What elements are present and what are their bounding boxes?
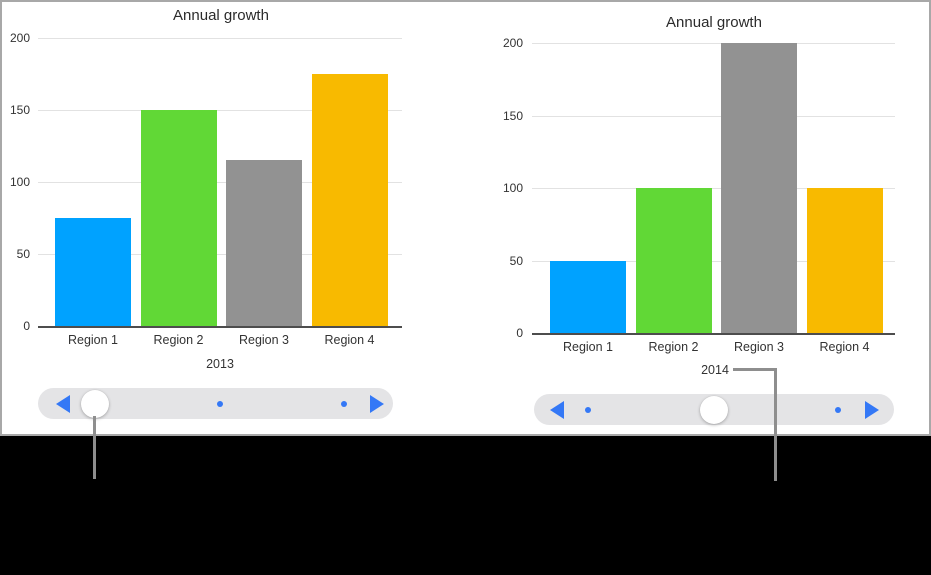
category-label: Region 1: [562, 340, 614, 354]
bar-region-2[interactable]: [140, 110, 217, 326]
bar-chart-2013: Annual growth 2013 0 50 100 150 200 Region 1 R…: [9, 7, 402, 371]
category-label: Region 1: [67, 333, 119, 347]
y-axis-tick-label: 0: [516, 326, 523, 340]
y-axis-tick-label: 200: [9, 31, 30, 45]
category-label: Region 3: [238, 333, 290, 347]
x-axis-line: [38, 326, 402, 328]
gridline: [38, 254, 402, 255]
position-dot[interactable]: [217, 400, 223, 407]
position-dot[interactable]: [835, 406, 841, 413]
previous-arrow-icon[interactable]: [550, 400, 564, 419]
y-axis-tick-label: 100: [9, 175, 30, 189]
next-arrow-icon[interactable]: [370, 394, 384, 413]
gridline: [38, 182, 402, 183]
scrubber-handle[interactable]: [700, 395, 728, 424]
position-dot[interactable]: [341, 400, 347, 407]
category-label: Region 4: [819, 340, 870, 354]
category-label: Region 4: [324, 333, 375, 347]
y-axis-tick-label: 0: [23, 319, 30, 333]
callout-line: [774, 368, 777, 481]
category-label: Region 2: [153, 333, 204, 347]
scrubber-handle[interactable]: [81, 389, 109, 418]
gridline: [532, 43, 895, 44]
category-label: Region 2: [648, 340, 699, 354]
bar-region-3[interactable]: [226, 160, 302, 326]
chart-title: Annual growth: [666, 14, 762, 31]
category-label: Region 3: [733, 340, 785, 354]
bar-region-2[interactable]: [635, 188, 712, 333]
gridline: [532, 260, 895, 262]
position-dot[interactable]: [585, 406, 591, 413]
chart-scrubber-2014[interactable]: [534, 394, 894, 425]
bar-region-1[interactable]: [55, 218, 131, 326]
gridline: [38, 110, 402, 111]
chart-scrubber-2013[interactable]: [38, 388, 393, 419]
x-axis-year-label: 2014: [701, 363, 729, 377]
next-arrow-icon[interactable]: [865, 400, 879, 419]
x-axis-line: [532, 333, 895, 335]
x-axis-year-label: 2013: [206, 357, 234, 371]
y-axis-tick-label: 50: [509, 253, 523, 268]
bar-region-3[interactable]: [721, 43, 797, 333]
y-axis-tick-label: 150: [9, 103, 30, 117]
callout-line: [93, 416, 96, 479]
previous-arrow-icon[interactable]: [56, 394, 70, 413]
bar-region-4[interactable]: [806, 188, 883, 333]
gridline: [532, 188, 895, 189]
y-axis-tick-label: 200: [502, 36, 523, 50]
y-axis-tick-label: 150: [502, 108, 523, 123]
y-axis-tick-label: 100: [502, 181, 523, 195]
callout-line: [733, 368, 777, 371]
bar-region-1[interactable]: [550, 260, 626, 333]
gridline: [532, 115, 895, 117]
y-axis-tick-label: 50: [16, 247, 30, 261]
bar-chart-2014: Annual growth 2014 0 50 100 150 200 Region 1 R…: [502, 14, 895, 377]
gridline: [38, 38, 402, 39]
bar-region-4[interactable]: [311, 74, 388, 326]
chart-title: Annual growth: [173, 7, 269, 24]
